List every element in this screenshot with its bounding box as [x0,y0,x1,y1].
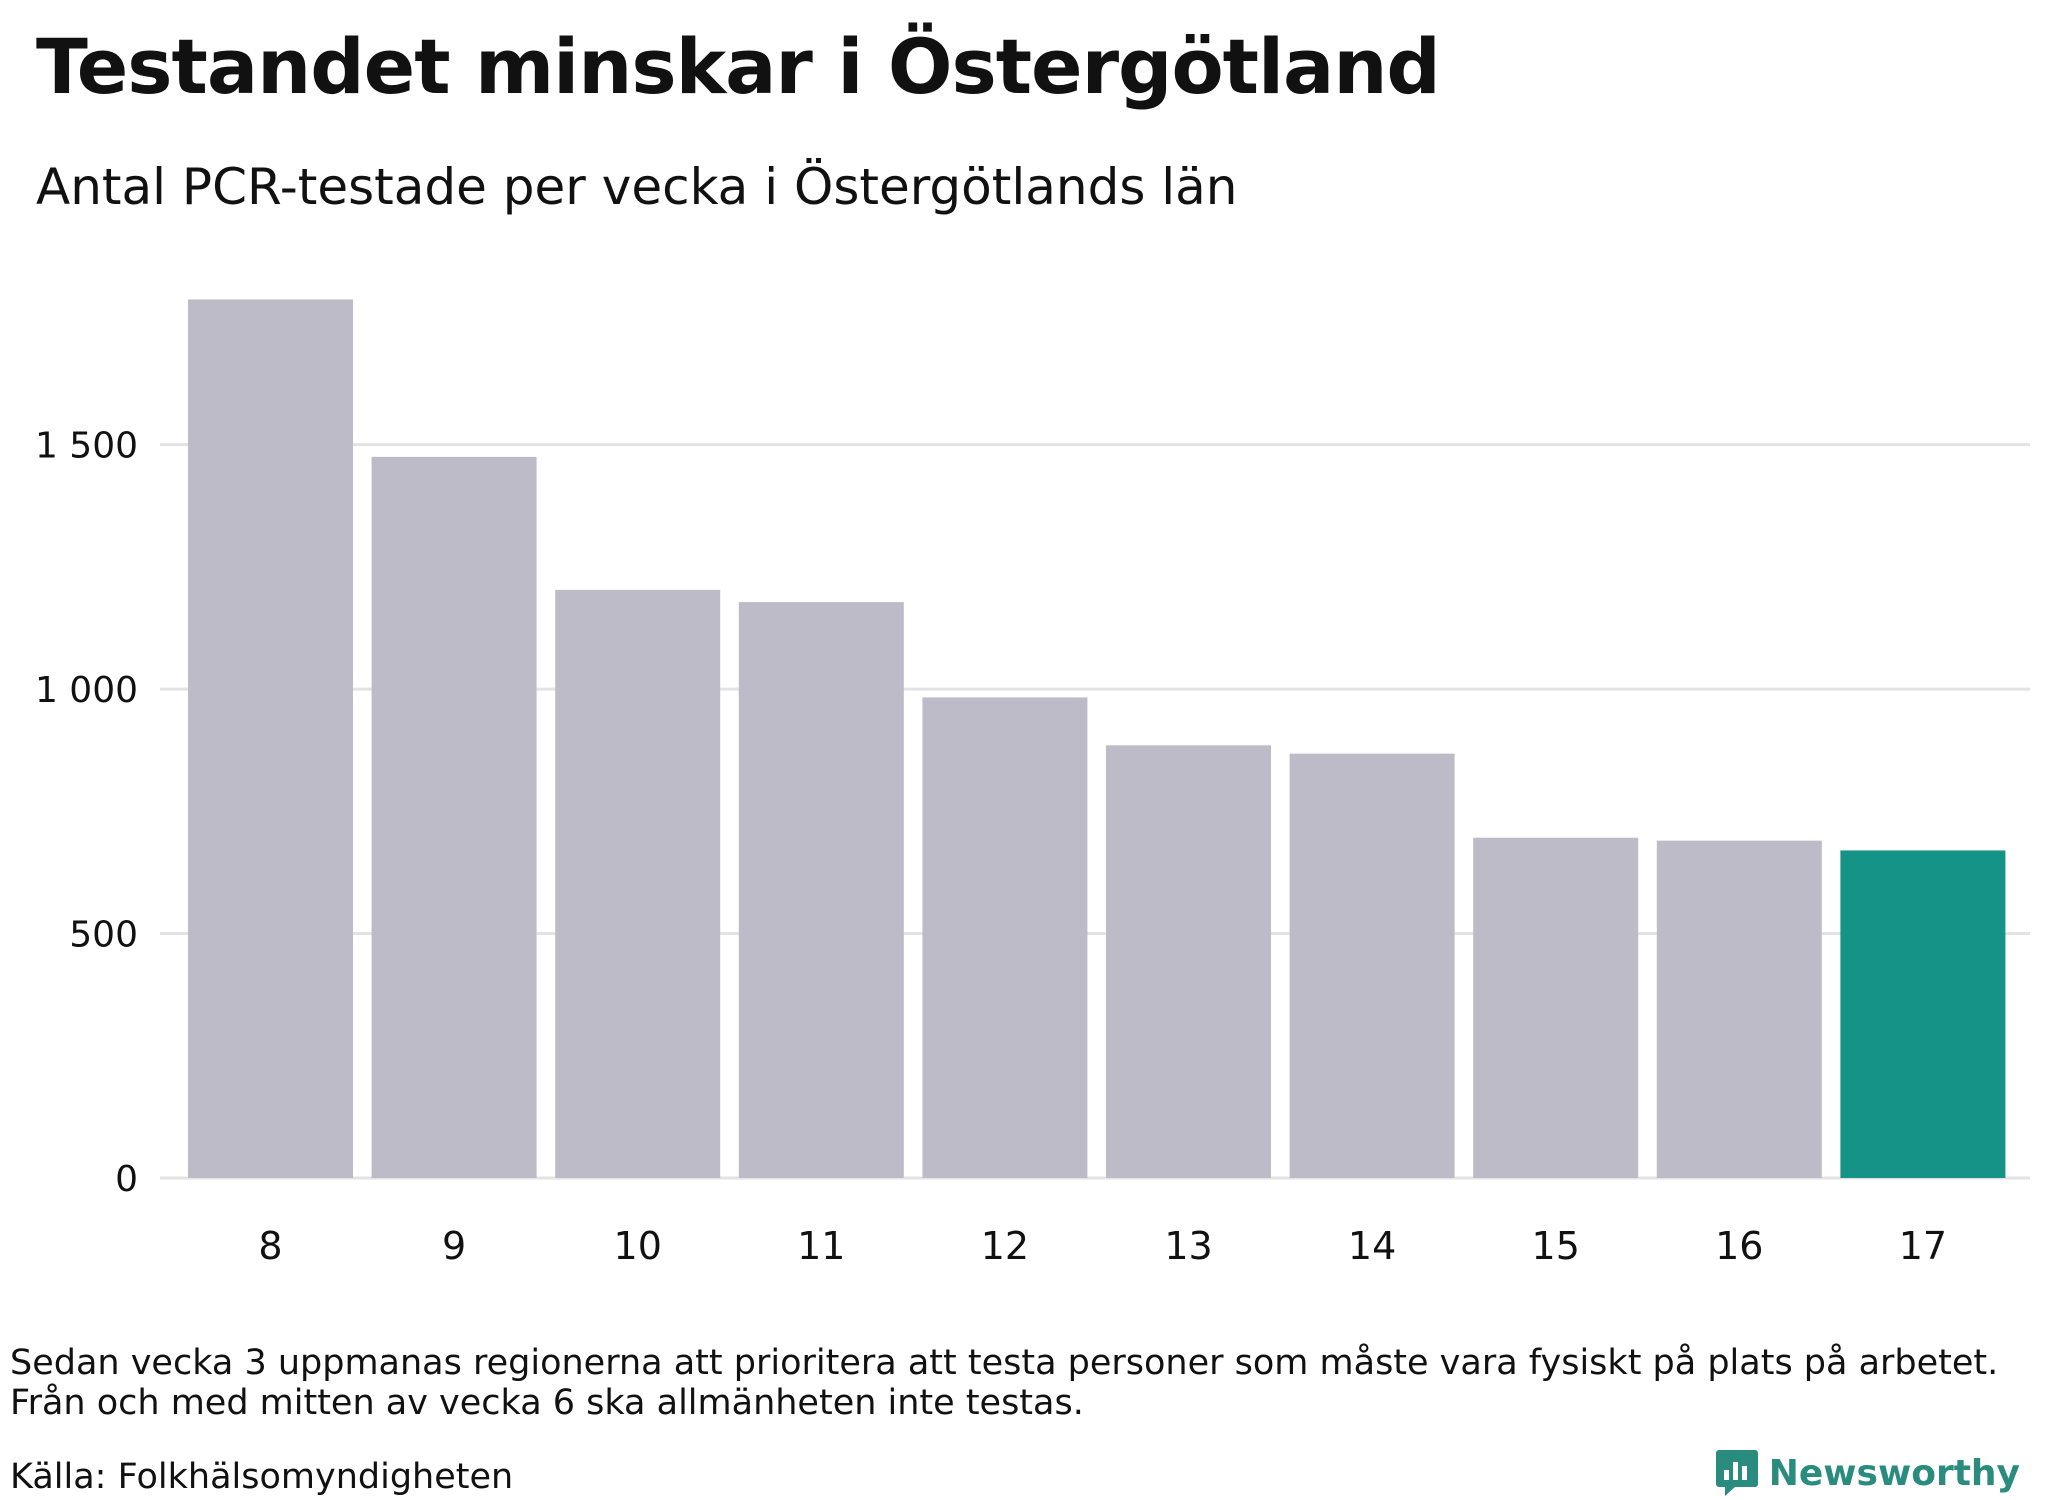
x-tick-label: 14 [1348,1224,1396,1268]
bar-week-8 [188,299,353,1178]
bar-week-15 [1473,837,1639,1178]
brand-name: Newsworthy [1768,1452,2020,1494]
bar-chart: 0 500 1 000 1 500 8 9 10 11 12 13 14 15 16 17 [35,299,2030,1268]
x-tick-label: 12 [981,1224,1029,1268]
bar-week-9 [371,456,537,1178]
x-tick-label: 17 [1899,1224,1947,1268]
y-tick-label: 1 000 [35,670,138,711]
bar-week-10 [555,589,721,1178]
bar-week-14 [1289,753,1455,1178]
footnote-line-1: Sedan vecka 3 uppmanas regionerna att pr… [10,1343,1999,1383]
bar-week-16 [1656,840,1822,1178]
bar-week-13 [1106,745,1271,1178]
footnote: Sedan vecka 3 uppmanas regionerna att pr… [10,1343,1998,1423]
x-tick-label: 8 [258,1224,282,1268]
x-tick-label: 15 [1532,1224,1580,1268]
bar-week-11 [738,602,904,1178]
x-tick-label: 10 [614,1224,662,1268]
bar-week-12 [922,697,1088,1178]
chart-subtitle: Antal PCR-testade per vecka i Östergötla… [36,158,1238,216]
footnote-line-2: Från och med mitten av vecka 6 ska allmä… [10,1383,1084,1423]
x-tick-label: 9 [442,1224,466,1268]
x-tick-label: 16 [1715,1224,1763,1268]
newsworthy-logo-icon [1715,1450,1758,1496]
y-tick-label: 1 500 [35,426,138,467]
x-tick-label: 11 [797,1224,845,1268]
x-tick-label: 13 [1164,1224,1212,1268]
y-tick-label: 0 [115,1159,138,1200]
y-tick-label: 500 [69,915,138,956]
chart-title: Testandet minskar i Östergötland [36,22,1441,111]
brand-logo: Newsworthy [1715,1448,2020,1498]
source-note: Källa: Folkhälsomyndigheten [10,1457,514,1497]
bar-week-17 [1840,850,2006,1178]
